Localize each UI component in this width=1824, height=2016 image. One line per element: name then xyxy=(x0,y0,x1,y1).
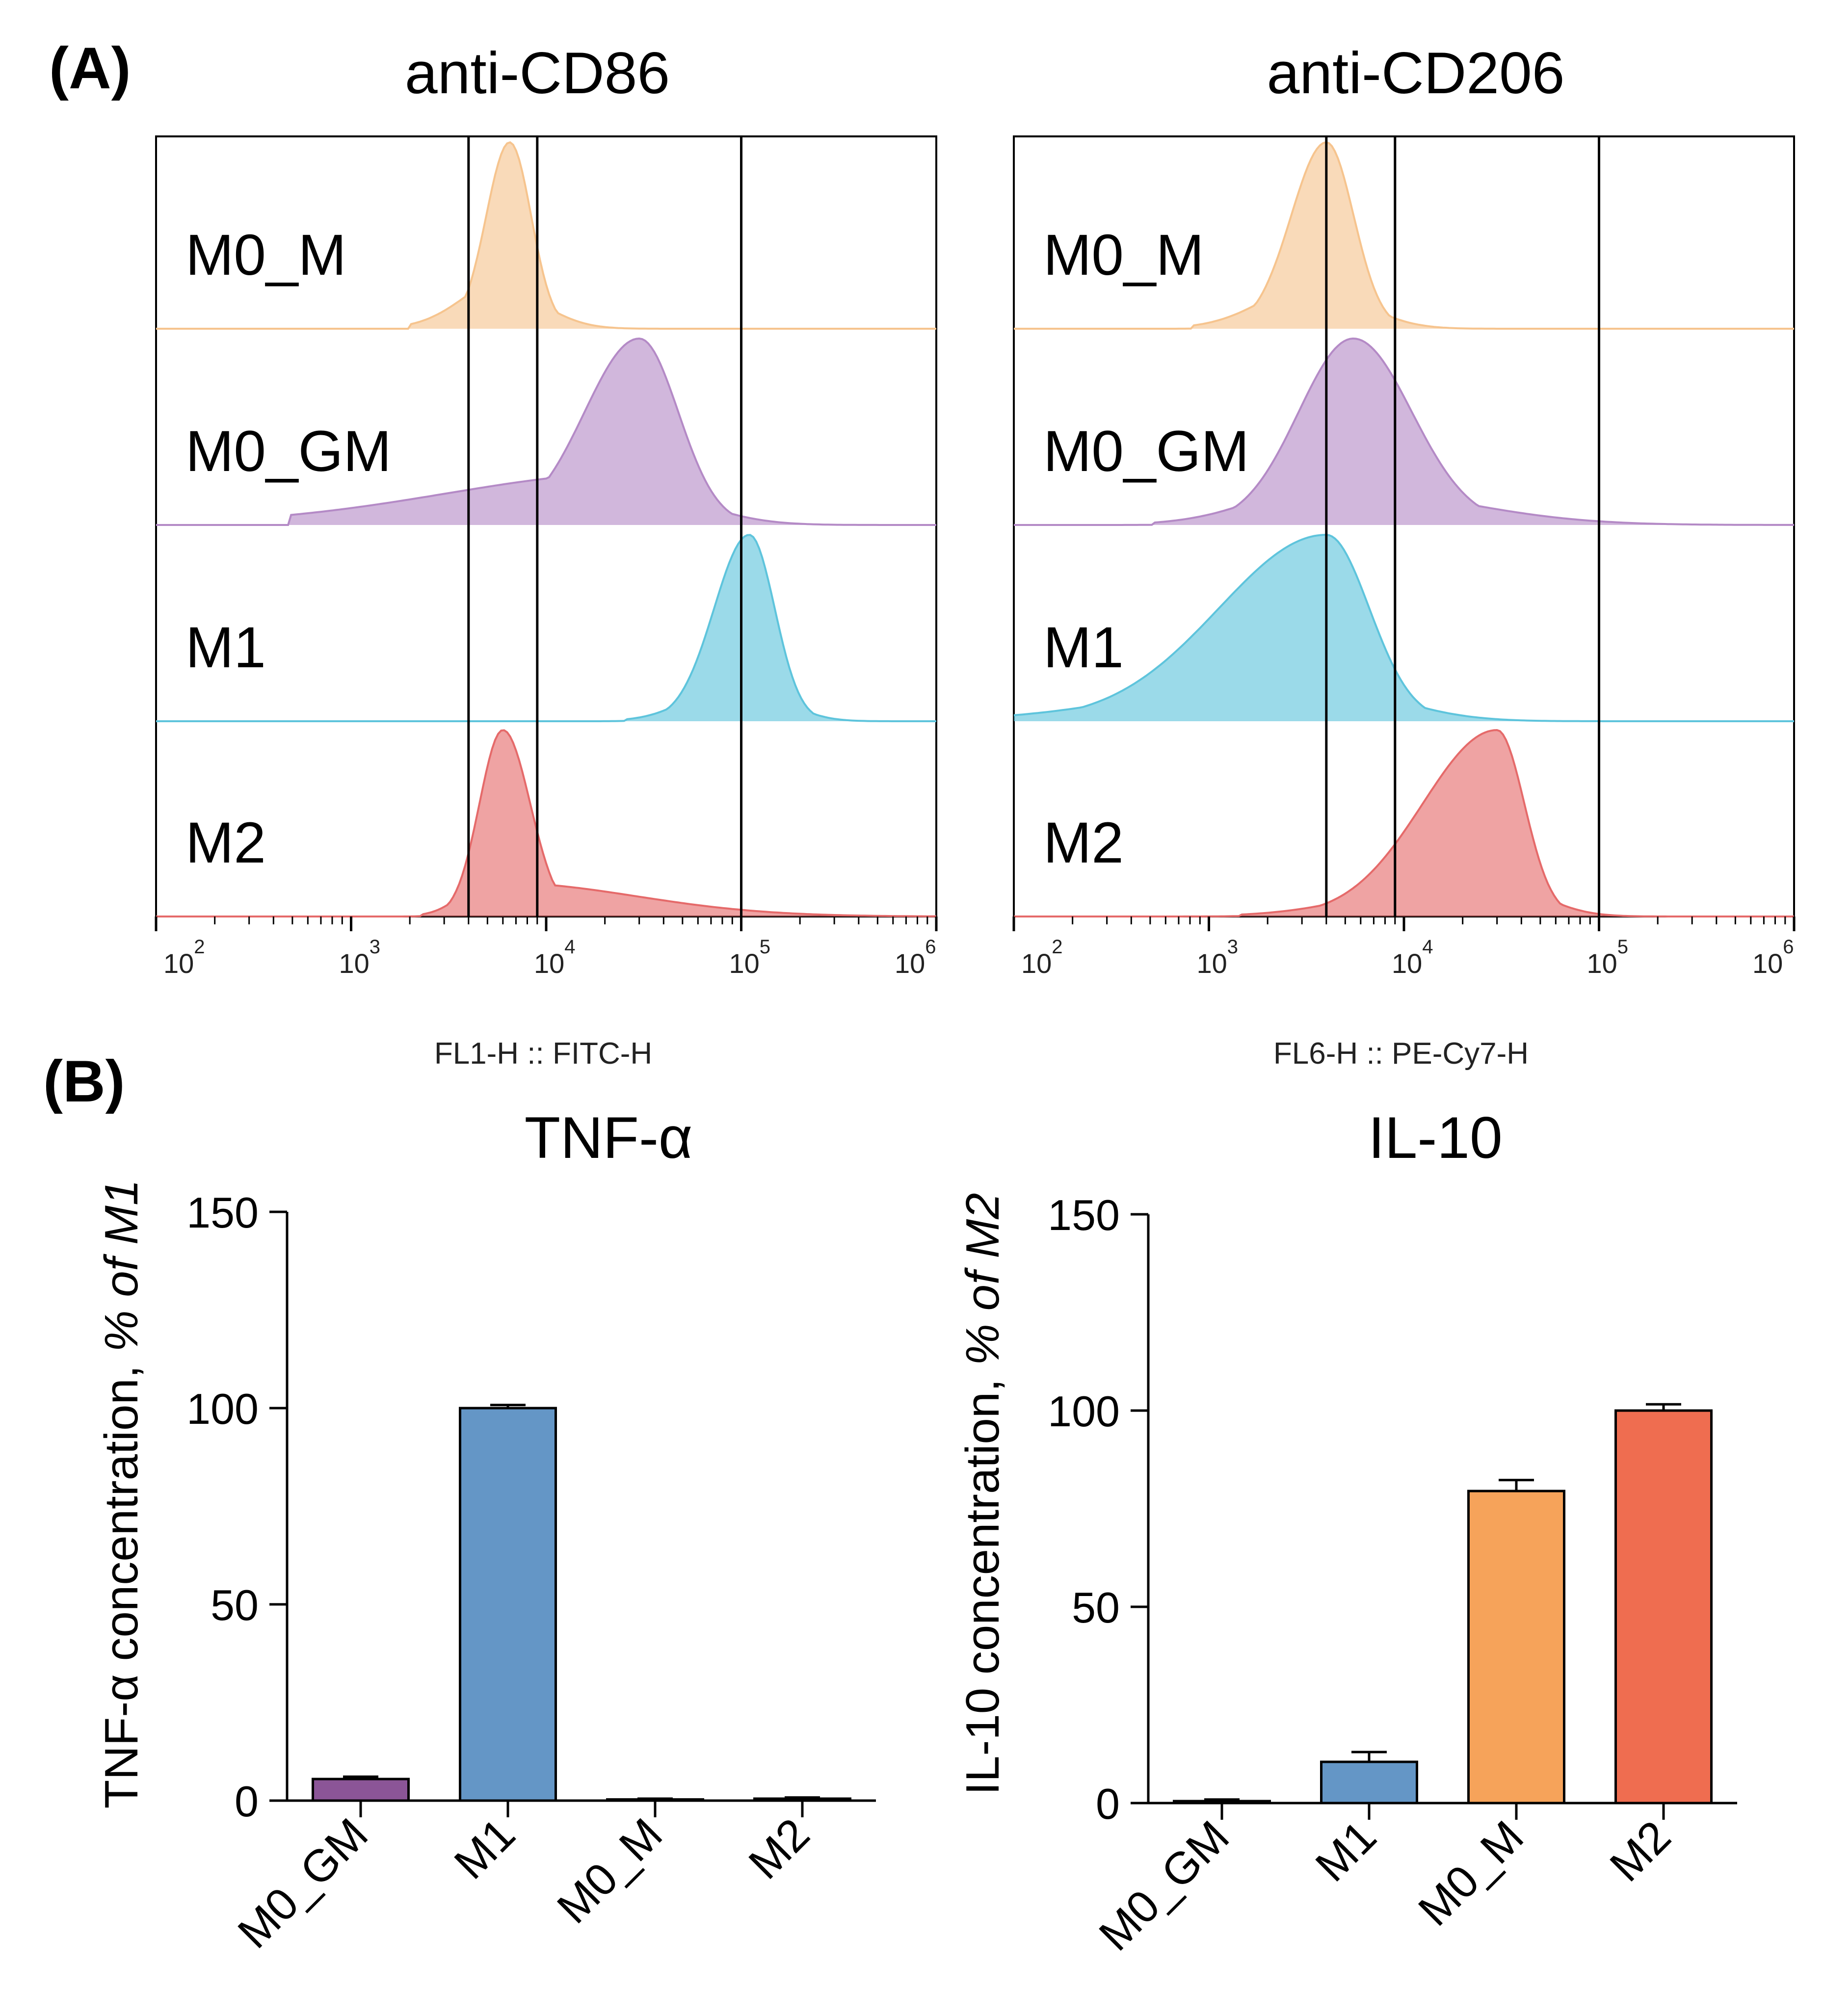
cd86-sample-label-m0-gm: M0_GM xyxy=(185,419,392,484)
tnf-ytick-label: 0 xyxy=(235,1777,259,1826)
cd86-hist-line-m0-gm xyxy=(156,337,936,526)
cd86-tick-exponent: 6 xyxy=(925,936,936,958)
cd86-sample-label-m0-m: M0_M xyxy=(185,223,346,288)
bar-title-tnf: TNF-α xyxy=(525,1105,693,1171)
il10-bar-m2 xyxy=(1614,1409,1713,1805)
flow-title-cd206: anti-CD206 xyxy=(1267,40,1565,106)
cd206-hist-line-m2 xyxy=(1014,729,1794,917)
cd206-tick-label: 103 xyxy=(1197,936,1239,979)
il10-bar-m1 xyxy=(1320,1760,1418,1805)
panel-label-a: (A) xyxy=(49,35,131,101)
bar-ylabel-tnf-prefix: TNF-α concentration, xyxy=(95,1352,148,1808)
cd86-tick-label: 106 xyxy=(895,936,936,979)
bar-panel-tnf: TNF-α TNF-α concentration, % of M1 0 50 10… xyxy=(95,1105,876,1958)
cd206-sample-label-m1: M1 xyxy=(1043,615,1124,680)
flow-panel-cd206: anti-CD206 M0_MM0_GMM1M2102103104105106 … xyxy=(1012,40,1796,1071)
cd206-tick-label: 102 xyxy=(1021,936,1063,979)
bar-ylabel-il10-italic: % of M2 xyxy=(956,1193,1009,1365)
tnf-ytick-label: 100 xyxy=(186,1385,259,1433)
cd206-tick-label: 104 xyxy=(1392,936,1433,979)
tnf-bar-m1 xyxy=(459,1407,557,1802)
tnf-ytick-label: 150 xyxy=(186,1188,259,1237)
flow-panel-cd86: anti-CD86 M0_M M0_GM M1 M2 102 103 104 105 106 F… xyxy=(155,40,938,1071)
bar-ylabel-il10-prefix: IL-10 concentration, xyxy=(956,1365,1009,1795)
il10-ytick-label: 150 xyxy=(1048,1191,1120,1239)
il10-ytick-label: 0 xyxy=(1096,1780,1120,1828)
il10-ytick-label: 100 xyxy=(1048,1387,1120,1436)
flow-xlabel-cd206: FL6-H :: PE-Cy7-H xyxy=(1273,1037,1529,1071)
cd206-tick-label: 106 xyxy=(1752,936,1794,979)
cd206-tick-exponent: 5 xyxy=(1617,936,1628,958)
bar-plot-tnf: 0 50 100 150 M0_GM M1 M0_M M2 xyxy=(186,1188,876,1958)
bar-ylabel-tnf: TNF-α concentration, % of M1 xyxy=(95,1179,148,1809)
cd86-tick-label: 103 xyxy=(339,936,381,979)
cd206-hist-fill-m2 xyxy=(1014,730,1794,916)
cd86-tick-label: 105 xyxy=(729,936,771,979)
cd86-hist-fill-m0-gm xyxy=(156,339,936,525)
cd86-hist-fill-m1 xyxy=(156,535,936,721)
il10-bar-m0-m xyxy=(1467,1490,1565,1805)
cd86-tick-exponent: 5 xyxy=(760,936,770,958)
cd206-sample-label-m2: M2 xyxy=(1043,811,1124,875)
il10-xtick-label: M2 xyxy=(1601,1811,1681,1891)
cd206-hist-line-m0-gm xyxy=(1014,337,1794,526)
cd86-hist-fill-m0-m xyxy=(156,142,936,329)
cd206-tick-exponent: 4 xyxy=(1422,936,1433,958)
cd86-tick-exponent: 3 xyxy=(370,936,380,958)
cd206-tick-exponent: 3 xyxy=(1227,936,1238,958)
cd86-hist-line-m2 xyxy=(156,729,937,917)
bar-ylabel-il10: IL-10 concentration, % of M2 xyxy=(956,1193,1009,1795)
il10-xtick-label: M0_GM xyxy=(1090,1811,1239,1960)
cd206-tick-exponent: 2 xyxy=(1052,936,1062,958)
cd86-hist-line-m1 xyxy=(156,534,936,722)
bar-title-il10: IL-10 xyxy=(1368,1105,1503,1171)
il10-xtick-label: M0_M xyxy=(1409,1811,1533,1936)
cd86-hist-fill-m2 xyxy=(156,730,936,916)
cd206-hist-line-m1 xyxy=(1013,533,1794,722)
cd206-sample-label-m0-m: M0_M xyxy=(1043,223,1204,288)
tnf-xtick-label: M2 xyxy=(740,1809,819,1889)
flow-title-cd86: anti-CD86 xyxy=(405,40,670,106)
il10-bar-m0-gm xyxy=(1173,1800,1271,1805)
cd206-hist-fill-m0-gm xyxy=(1014,339,1794,525)
cd86-sample-label-m2: M2 xyxy=(185,811,266,875)
tnf-xtick-label: M0_M xyxy=(548,1809,672,1933)
cd206-tick-label: 105 xyxy=(1587,936,1629,979)
il10-ytick-label: 50 xyxy=(1072,1583,1120,1632)
flow-xlabel-cd86: FL1-H :: FITC-H xyxy=(434,1037,652,1071)
cd86-hist-line-m0-m xyxy=(156,141,936,330)
cd86-sample-label-m1: M1 xyxy=(185,615,266,680)
tnf-bar-m2 xyxy=(753,1797,851,1802)
cd206-sample-label-m0-gm: M0_GM xyxy=(1043,419,1249,484)
cd206-tick-exponent: 6 xyxy=(1783,936,1794,958)
flow-plot-cd206: M0_M M0_GM M1 M2 102 103 104 105 106 xyxy=(1012,136,1796,979)
panel-label-b: (B) xyxy=(43,1048,125,1114)
tnf-xtick-label: M1 xyxy=(445,1809,525,1889)
cd86-tick-exponent: 2 xyxy=(194,936,205,958)
cd206-hist-fill-m1 xyxy=(1014,535,1794,721)
flow-plot-cd86: M0_M M0_GM M1 M2 102 103 104 105 106 xyxy=(155,136,938,979)
tnf-ytick-label: 50 xyxy=(211,1581,259,1629)
tnf-bar-m0-gm xyxy=(312,1778,410,1802)
tnf-xtick-label: M0_GM xyxy=(229,1809,377,1958)
il10-xtick-label: M1 xyxy=(1306,1811,1386,1891)
bar-ylabel-tnf-italic: % of M1 xyxy=(95,1179,148,1352)
cd86-tick-exponent: 4 xyxy=(564,936,575,958)
bar-plot-il10: 0 50 100 150 M0_GM M1 M0_M M2 xyxy=(1048,1191,1737,1960)
cd86-tick-label: 104 xyxy=(534,936,576,979)
cd206-hist-line-m0-m xyxy=(1014,141,1794,330)
cd86-tick-label: 102 xyxy=(163,936,205,979)
bar-panel-il10: IL-10 IL-10 concentration, % of M2 0 50 10… xyxy=(956,1105,1737,1960)
